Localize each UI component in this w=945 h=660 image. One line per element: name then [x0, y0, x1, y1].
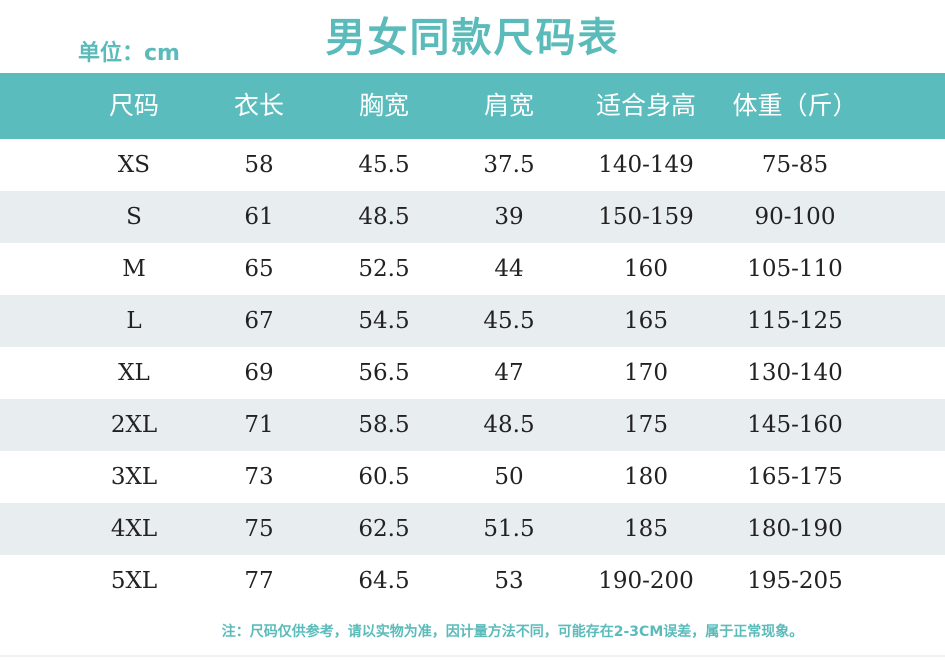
cell-chest: 60.5: [358, 464, 410, 490]
header-length: 衣长: [233, 91, 284, 120]
cell-shoulder: 45.5: [483, 308, 535, 334]
table-row: 5XL 77 64.5 53 190-200 195-205: [0, 555, 945, 607]
table-row: 3XL 73 60.5 50 180 165-175: [0, 451, 945, 503]
unit-label: 单位：cm: [78, 41, 180, 66]
cell-chest: 45.5: [358, 152, 410, 178]
cell-size: 3XL: [110, 464, 158, 490]
cell-length: 71: [244, 412, 274, 438]
table-row: 4XL 75 62.5 51.5 185 180-190: [0, 503, 945, 555]
cell-shoulder: 51.5: [483, 516, 535, 542]
cell-height: 160: [624, 256, 668, 282]
cell-size: XS: [117, 152, 151, 178]
cell-weight: 165-175: [747, 464, 843, 490]
table-header: 尺码 衣长 胸宽 肩宽 适合身高 体重（斤）: [0, 73, 945, 139]
cell-shoulder: 44: [494, 256, 524, 282]
cell-chest: 64.5: [358, 568, 410, 594]
cell-length: 65: [244, 256, 274, 282]
cell-size: 4XL: [110, 516, 158, 542]
cell-shoulder: 50: [494, 464, 524, 490]
header-size: 尺码: [108, 91, 159, 120]
cell-size: XL: [118, 360, 150, 386]
cell-height: 165: [624, 308, 668, 334]
cell-weight: 180-190: [747, 516, 843, 542]
cell-height: 180: [624, 464, 668, 490]
table-row: M 65 52.5 44 160 105-110: [0, 243, 945, 295]
cell-shoulder: 39: [494, 204, 524, 230]
cell-length: 75: [244, 516, 274, 542]
cell-height: 175: [624, 412, 668, 438]
cell-size: M: [122, 256, 146, 282]
page-title: 男女同款尺码表: [325, 15, 620, 61]
table-row: XL 69 56.5 47 170 130-140: [0, 347, 945, 399]
cell-weight: 75-85: [761, 152, 829, 178]
table-row: L 67 54.5 45.5 165 115-125: [0, 295, 945, 347]
table-row: S 61 48.5 39 150-159 90-100: [0, 191, 945, 243]
cell-length: 77: [244, 568, 274, 594]
cell-weight: 90-100: [754, 204, 836, 230]
cell-height: 170: [624, 360, 668, 386]
cell-weight: 105-110: [747, 256, 843, 282]
cell-size: 2XL: [110, 412, 158, 438]
cell-weight: 130-140: [747, 360, 843, 386]
cell-chest: 58.5: [358, 412, 410, 438]
header-weight: 体重（斤）: [732, 91, 858, 120]
cell-size: 5XL: [110, 568, 158, 594]
cell-shoulder: 47: [494, 360, 524, 386]
bottom-divider: [0, 655, 945, 657]
cell-weight: 115-125: [747, 308, 843, 334]
cell-height: 185: [624, 516, 668, 542]
cell-length: 58: [244, 152, 274, 178]
cell-height: 140-149: [598, 152, 694, 178]
header-height: 适合身高: [595, 91, 696, 120]
cell-size: S: [126, 204, 142, 230]
cell-size: L: [126, 308, 142, 334]
cell-length: 61: [244, 204, 274, 230]
disclaimer-note: 注：尺码仅供参考，请以实物为准，因计量方法不同，可能存在2-3CM误差，属于正常…: [221, 624, 804, 640]
cell-length: 73: [244, 464, 274, 490]
cell-chest: 52.5: [358, 256, 410, 282]
cell-weight: 145-160: [747, 412, 843, 438]
cell-shoulder: 53: [494, 568, 524, 594]
cell-length: 69: [244, 360, 274, 386]
table-row: XS 58 45.5 37.5 140-149 75-85: [0, 139, 945, 191]
cell-height: 190-200: [598, 568, 694, 594]
size-table: 尺码 衣长 胸宽 肩宽 适合身高 体重（斤） XS 58 45.5 37.5 1…: [0, 73, 945, 607]
cell-weight: 195-205: [747, 568, 843, 594]
cell-chest: 62.5: [358, 516, 410, 542]
cell-chest: 56.5: [358, 360, 410, 386]
cell-length: 67: [244, 308, 274, 334]
cell-shoulder: 37.5: [483, 152, 535, 178]
cell-shoulder: 48.5: [483, 412, 535, 438]
cell-chest: 54.5: [358, 308, 410, 334]
cell-height: 150-159: [598, 204, 694, 230]
header-chest: 胸宽: [358, 91, 409, 120]
table-row: 2XL 71 58.5 48.5 175 145-160: [0, 399, 945, 451]
cell-chest: 48.5: [358, 204, 410, 230]
header-shoulder: 肩宽: [483, 91, 534, 120]
